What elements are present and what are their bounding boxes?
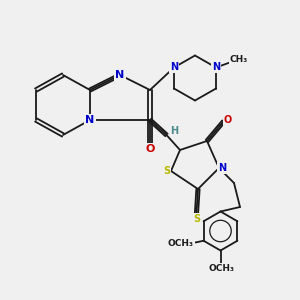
Text: O: O [224,115,232,125]
Text: H: H [170,125,178,136]
Text: N: N [116,70,124,80]
Text: N: N [218,163,226,173]
Text: N: N [170,62,178,73]
Text: S: S [193,214,200,224]
Text: OCH₃: OCH₃ [168,239,194,248]
Text: OCH₃: OCH₃ [209,264,235,273]
Text: N: N [85,115,94,125]
Text: CH₃: CH₃ [230,56,247,64]
Text: O: O [145,143,155,154]
Text: S: S [163,166,170,176]
Text: N: N [212,62,220,73]
